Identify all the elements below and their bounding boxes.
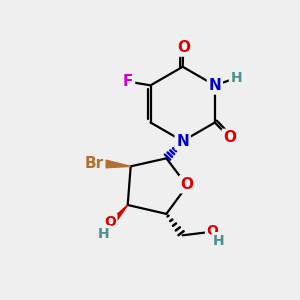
Polygon shape — [105, 160, 131, 168]
Text: Br: Br — [85, 156, 104, 171]
Polygon shape — [109, 205, 128, 225]
Text: O: O — [104, 215, 116, 229]
Text: H: H — [230, 70, 242, 85]
Text: O: O — [177, 40, 190, 55]
Text: N: N — [208, 78, 221, 93]
Text: F: F — [123, 74, 134, 89]
Text: O: O — [223, 130, 236, 146]
Text: N: N — [176, 134, 189, 148]
Text: O: O — [181, 177, 194, 192]
Text: H: H — [213, 234, 225, 248]
Text: H: H — [98, 227, 110, 241]
Text: O: O — [206, 224, 218, 238]
